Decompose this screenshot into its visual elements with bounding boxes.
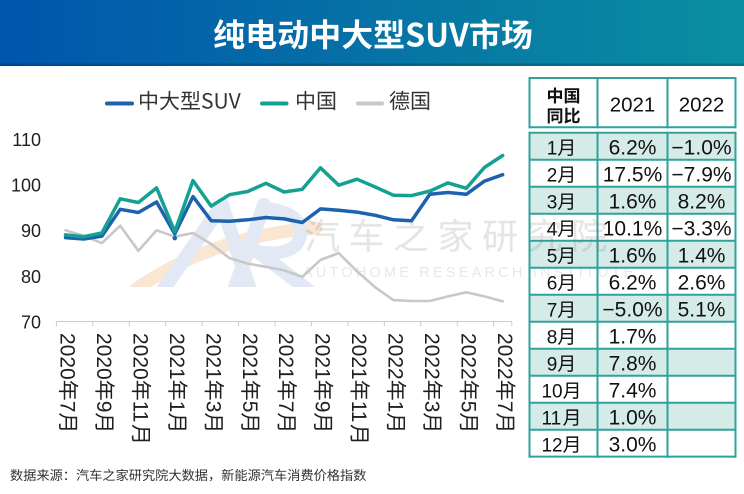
svg-text:2022: 2022 xyxy=(420,333,443,380)
svg-text:5.1%: 5.1% xyxy=(678,298,726,321)
svg-text:3.0%: 3.0% xyxy=(609,433,657,456)
svg-text:5: 5 xyxy=(456,401,479,413)
svg-text:8.2%: 8.2% xyxy=(678,191,726,214)
svg-text:2: 2 xyxy=(547,165,558,186)
svg-text:7: 7 xyxy=(547,300,558,321)
svg-text:7: 7 xyxy=(493,401,516,413)
svg-text:1: 1 xyxy=(384,401,407,413)
svg-text:5: 5 xyxy=(547,246,558,267)
svg-text:2022: 2022 xyxy=(493,333,516,380)
svg-text:2022: 2022 xyxy=(384,333,407,380)
svg-text:2020: 2020 xyxy=(129,333,152,380)
svg-text:2022: 2022 xyxy=(456,333,479,380)
svg-text:80: 80 xyxy=(21,267,41,287)
svg-text:2021: 2021 xyxy=(165,333,188,380)
svg-text:11: 11 xyxy=(347,401,370,423)
svg-text:12: 12 xyxy=(541,435,562,456)
svg-text:2021: 2021 xyxy=(201,333,224,380)
svg-text:7.8%: 7.8% xyxy=(609,352,657,375)
svg-text:90: 90 xyxy=(21,221,41,241)
svg-text:2021: 2021 xyxy=(347,333,370,380)
svg-text:−1.0%: −1.0% xyxy=(671,137,731,160)
svg-text:10.1%: 10.1% xyxy=(603,218,663,241)
svg-text:2021: 2021 xyxy=(311,333,334,380)
svg-text:11: 11 xyxy=(129,401,152,423)
svg-text:2020: 2020 xyxy=(56,333,79,380)
svg-text:1.4%: 1.4% xyxy=(678,245,726,268)
svg-text:1: 1 xyxy=(165,401,188,413)
svg-text:17.5%: 17.5% xyxy=(603,164,663,187)
svg-text:10: 10 xyxy=(541,381,562,402)
svg-text:6.2%: 6.2% xyxy=(609,271,657,294)
svg-text:1.6%: 1.6% xyxy=(609,245,657,268)
svg-text:7: 7 xyxy=(274,401,297,413)
svg-text:9: 9 xyxy=(547,354,558,375)
svg-text:1.0%: 1.0% xyxy=(609,406,657,429)
svg-text:2.6%: 2.6% xyxy=(678,271,726,294)
svg-text:2021: 2021 xyxy=(610,94,656,117)
svg-text:2020: 2020 xyxy=(92,333,115,380)
svg-text:7.4%: 7.4% xyxy=(609,379,657,402)
svg-text:3: 3 xyxy=(547,192,558,213)
svg-text:3: 3 xyxy=(420,401,443,413)
svg-text:5: 5 xyxy=(238,401,261,413)
svg-text:9: 9 xyxy=(92,401,115,413)
svg-text:2021: 2021 xyxy=(274,333,297,380)
svg-text:−5.0%: −5.0% xyxy=(602,298,662,321)
svg-text:2022: 2022 xyxy=(679,94,725,117)
svg-text:110: 110 xyxy=(12,130,41,150)
svg-text:3: 3 xyxy=(201,401,224,413)
svg-text:1: 1 xyxy=(547,139,558,160)
svg-text:1.6%: 1.6% xyxy=(609,191,657,214)
svg-text:−3.3%: −3.3% xyxy=(671,218,731,241)
svg-text:6: 6 xyxy=(547,273,558,294)
svg-text:AUTOHOME RESEARCH INSTITUTE: AUTOHOME RESEARCH INSTITUTE xyxy=(303,265,636,281)
svg-text:9: 9 xyxy=(311,401,334,413)
svg-text:−7.9%: −7.9% xyxy=(671,164,731,187)
svg-text:2021: 2021 xyxy=(238,333,261,380)
svg-text:7: 7 xyxy=(56,401,79,413)
svg-text:6.2%: 6.2% xyxy=(609,137,657,160)
svg-text:1.7%: 1.7% xyxy=(609,325,657,348)
svg-text:8: 8 xyxy=(547,327,558,348)
svg-text:70: 70 xyxy=(21,313,41,333)
svg-text:100: 100 xyxy=(11,176,41,196)
svg-text:11: 11 xyxy=(541,408,561,429)
